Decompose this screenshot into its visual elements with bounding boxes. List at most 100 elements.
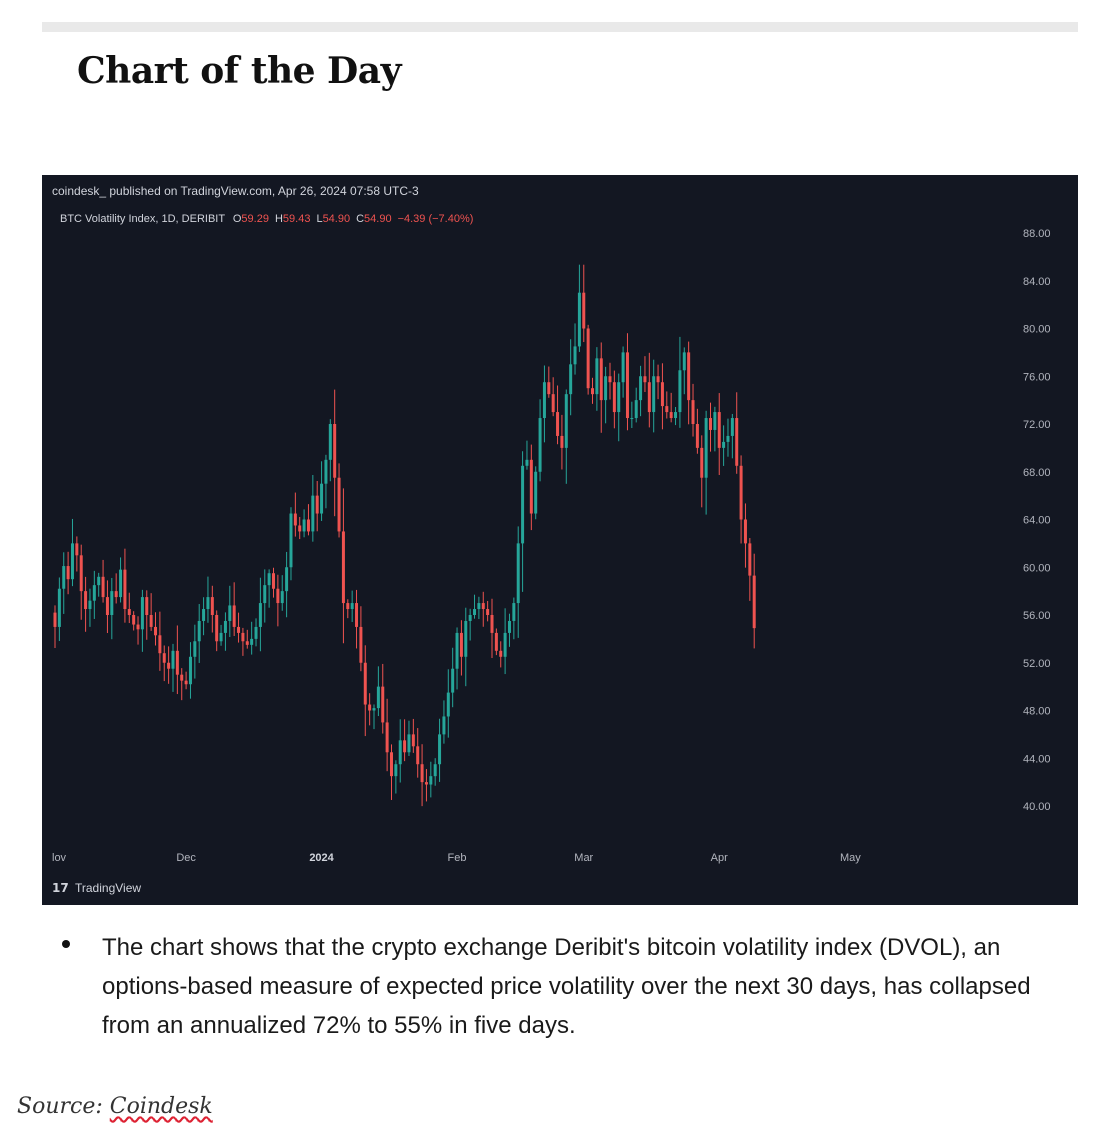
candle-body	[700, 447, 704, 478]
candle-body	[634, 400, 638, 419]
candle-body	[730, 418, 734, 436]
candle-body	[420, 764, 424, 783]
candle-body	[324, 459, 328, 484]
candle-body	[75, 543, 79, 556]
candle	[140, 589, 144, 652]
candle	[346, 599, 350, 619]
candle-body	[656, 376, 660, 383]
candle-body	[92, 585, 96, 601]
candle-body	[464, 620, 468, 657]
candle-body	[652, 376, 656, 413]
candle	[674, 406, 678, 426]
candle	[538, 399, 542, 482]
candle	[350, 590, 354, 623]
candle-body	[346, 603, 350, 610]
candle	[92, 570, 96, 619]
candle	[280, 575, 284, 611]
candle-body	[149, 615, 153, 627]
candle-body	[70, 543, 74, 580]
candle-body	[713, 412, 717, 430]
candle-body	[88, 600, 92, 610]
candle	[276, 574, 280, 627]
candle-body	[311, 495, 315, 532]
candle-body	[223, 620, 227, 633]
candle-body	[114, 591, 118, 598]
candle	[521, 451, 525, 592]
candle	[704, 410, 708, 515]
candle	[612, 370, 616, 429]
y-tick-label: 44.00	[1023, 753, 1051, 765]
candle-body	[695, 424, 699, 448]
candle-body	[424, 782, 428, 785]
y-tick-label: 52.00	[1023, 658, 1051, 670]
candle	[608, 362, 612, 400]
candle-body	[429, 776, 433, 785]
candle-body	[280, 591, 284, 604]
source-prefix: Source:	[17, 1094, 110, 1119]
x-axis: lov Dec 2024 Feb Mar Apr May	[52, 852, 861, 864]
candle	[730, 413, 734, 459]
candle	[101, 559, 105, 603]
candle	[272, 567, 275, 598]
candle	[114, 573, 118, 604]
candle-body	[372, 708, 376, 711]
candle	[219, 624, 223, 646]
candle	[398, 719, 402, 783]
candle-body	[123, 569, 127, 610]
candle-body	[486, 609, 490, 615]
candle-body	[577, 292, 581, 347]
candle	[739, 455, 743, 544]
y-tick-label: 48.00	[1023, 706, 1051, 718]
candle-body	[625, 352, 629, 419]
y-tick-label: 64.00	[1023, 515, 1051, 527]
candle-body	[237, 626, 241, 633]
candle-body	[416, 746, 420, 765]
candle	[748, 538, 752, 601]
candle	[556, 385, 560, 445]
candle-body	[154, 626, 158, 636]
y-tick-label: 68.00	[1023, 467, 1051, 479]
candle-body	[709, 418, 712, 430]
candle-body	[551, 394, 555, 413]
bullet-dot	[62, 940, 70, 948]
candle-body	[389, 752, 393, 777]
candle-body	[315, 495, 319, 514]
candle	[669, 392, 673, 423]
candle	[420, 744, 424, 807]
candle	[88, 588, 92, 627]
y-tick-label: 72.00	[1023, 419, 1051, 431]
candle-body	[717, 412, 721, 448]
candle-body	[110, 591, 114, 615]
candle	[722, 425, 726, 466]
x-tick-label: May	[840, 852, 861, 864]
candle-body	[241, 632, 245, 642]
candle	[630, 401, 634, 429]
candle-body	[521, 465, 525, 544]
candle	[473, 594, 477, 619]
candle-body	[175, 650, 179, 675]
candle-body	[267, 573, 271, 586]
candle-body	[438, 734, 442, 765]
candle	[237, 612, 241, 643]
candle-body	[639, 376, 643, 401]
candle	[455, 627, 459, 690]
source-link[interactable]: Coindesk	[109, 1094, 213, 1119]
tradingview-logo[interactable]: 17 TradingView	[52, 881, 141, 895]
candle-body	[499, 650, 503, 657]
candle	[119, 557, 123, 603]
candle-body	[407, 734, 411, 753]
page-heading: Chart of the Day	[77, 50, 402, 92]
candle	[66, 551, 70, 595]
x-tick-label: 2024	[309, 852, 334, 864]
candle	[468, 608, 472, 641]
candle	[62, 552, 66, 614]
candle-body	[350, 603, 354, 610]
candle-body	[97, 576, 101, 586]
candle-body	[53, 612, 57, 627]
y-tick-label: 60.00	[1023, 562, 1051, 574]
candle-body	[320, 483, 324, 514]
y-axis: 88.00 84.00 80.00 76.00 72.00 68.00 64.00 60.00…	[1023, 228, 1051, 813]
candle	[507, 613, 511, 647]
chart-panel: coindesk_ published on TradingView.com, …	[42, 175, 1078, 905]
candle	[328, 419, 332, 482]
